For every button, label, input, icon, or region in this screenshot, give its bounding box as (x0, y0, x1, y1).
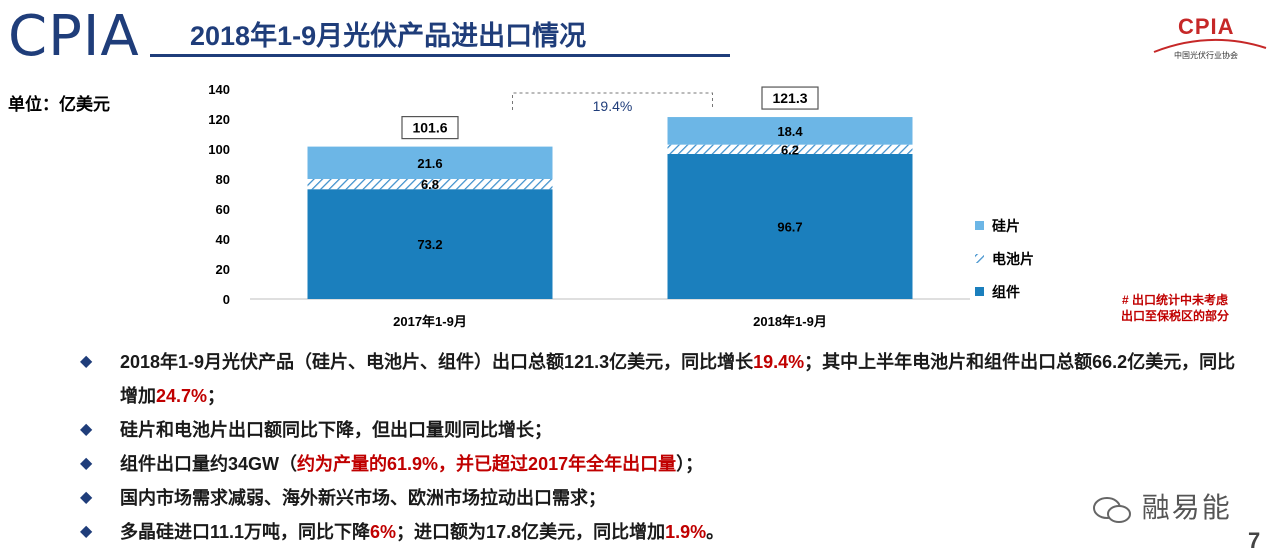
bullet-item: ◆ 国内市场需求减弱、海外新兴市场、欧洲市场拉动出口需求； (80, 481, 1240, 515)
cpia-logo: CPIA (8, 4, 140, 69)
data-label: 21.6 (417, 156, 442, 171)
title-underline (150, 54, 730, 57)
bullet-diamond-icon: ◆ (80, 421, 93, 438)
total-box (401, 115, 459, 140)
legend-swatch (975, 287, 984, 296)
growth-bracket (512, 92, 713, 110)
bullet-text: 2018年1-9月光伏产品（硅片、电池片、组件）出口总额121.3亿美元，同比增… (120, 352, 754, 372)
wechat-icon (1093, 496, 1131, 523)
bullet-item: ◆ 硅片和电池片出口额同比下降，但出口量则同比增长； (80, 413, 1240, 447)
total-label: 121.3 (772, 90, 807, 106)
data-label: 73.2 (417, 237, 442, 252)
y-tick-label: 40 (216, 232, 230, 247)
footnote-line: 出口至保税区的部分 (1120, 309, 1229, 323)
right-logo-text: CPIA (1178, 14, 1235, 39)
y-tick-label: 20 (216, 262, 230, 277)
export-stacked-bar-chart: 0 20 40 60 80 100 120 140 73.2 6.8 21.6 101.6 2017年1… (208, 82, 1034, 329)
bullet-diamond-icon: ◆ (80, 489, 93, 506)
highlight-text: 19.4% (753, 352, 805, 372)
highlight-text: 1.9% (665, 522, 707, 542)
highlight-text: 24.7% (156, 386, 208, 406)
footnote-line: # 出口统计中未考虑 (1121, 293, 1228, 307)
total-box (761, 86, 819, 110)
x-tick-label: 2018年1-9月 (753, 314, 827, 329)
bullet-text: 多晶硅进口11.1万吨，同比下降 (120, 522, 371, 542)
slide-title: 2018年1-9月光伏产品进出口情况 (190, 21, 587, 51)
bullet-item: ◆ 多晶硅进口11.1万吨，同比下降6%；进口额为17.8亿美元，同比增加1.9%… (80, 515, 1240, 549)
bar-segment (307, 146, 553, 179)
bar-segment (667, 117, 913, 145)
page-number: 7 (1248, 528, 1261, 553)
y-tick-label: 60 (216, 202, 230, 217)
y-tick-label: 0 (223, 292, 230, 307)
bullet-list: ◆ 2018年1-9月光伏产品（硅片、电池片、组件）出口总额121.3亿美元，同比… (80, 345, 1240, 549)
bullet-text: 国内市场需求减弱、海外新兴市场、欧洲市场拉动出口需求； (120, 488, 606, 508)
bar-segment (307, 179, 553, 190)
bullet-text: ；进口额为17.8亿美元，同比增加 (396, 522, 666, 542)
footnote: # 出口统计中未考虑 出口至保税区的部分 (1080, 292, 1270, 324)
bullet-item: ◆ 组件出口量约34GW（约为产量的61.9%，并已超过2017年全年出口量）； (80, 447, 1240, 481)
legend-label: 电池片 (992, 251, 1034, 267)
bullet-diamond-icon: ◆ (80, 353, 93, 370)
data-label: 96.7 (777, 219, 802, 234)
logo-swoosh-icon (1153, 38, 1267, 53)
unit-label: 单位：亿美元 (8, 95, 110, 114)
total-label: 101.6 (412, 120, 447, 136)
data-label: 6.2 (781, 142, 799, 157)
watermark-text: 融易能 (1141, 492, 1232, 523)
y-tick-label: 100 (208, 142, 230, 157)
bar-segment (667, 153, 913, 299)
bar-segment (667, 144, 913, 154)
bullet-text: ）； (676, 454, 704, 474)
y-tick-label: 120 (208, 112, 230, 127)
bullet-diamond-icon: ◆ (80, 523, 93, 540)
cpia-brand-logo: CPIA 中国光伏行业协会 (1150, 8, 1270, 60)
highlight-text: 约为产量的61.9%，并已超过2017年全年出口量 (297, 454, 677, 474)
y-tick-label: 140 (208, 82, 230, 97)
data-label: 18.4 (777, 124, 803, 139)
watermark: 融易能 (1092, 486, 1232, 526)
legend-label: 组件 (992, 284, 1020, 300)
x-tick-label: 2017年1-9月 (393, 314, 467, 329)
bullet-item: ◆ 2018年1-9月光伏产品（硅片、电池片、组件）出口总额121.3亿美元，同比… (80, 345, 1240, 413)
highlight-text: 6% (370, 522, 397, 542)
bullet-text: 组件出口量约34GW（ (120, 454, 298, 474)
bullet-text: 硅片和电池片出口额同比下降，但出口量则同比增长； (120, 420, 552, 440)
bar-segment (307, 189, 553, 299)
bullet-text: ；其中上半年电池片和组件出口总额66.2亿美元，同比增加 (120, 352, 1236, 406)
legend-swatch (975, 221, 984, 230)
right-logo-subtitle: 中国光伏行业协会 (1174, 51, 1238, 60)
bullet-text: ； (207, 386, 226, 406)
legend-label: 硅片 (992, 218, 1020, 234)
legend-swatch (975, 254, 984, 263)
y-tick-label: 80 (216, 172, 230, 187)
bullet-text: 。 (706, 522, 725, 542)
growth-label: 19.4% (593, 98, 633, 114)
data-label: 6.8 (421, 177, 439, 192)
bullet-diamond-icon: ◆ (80, 455, 93, 472)
